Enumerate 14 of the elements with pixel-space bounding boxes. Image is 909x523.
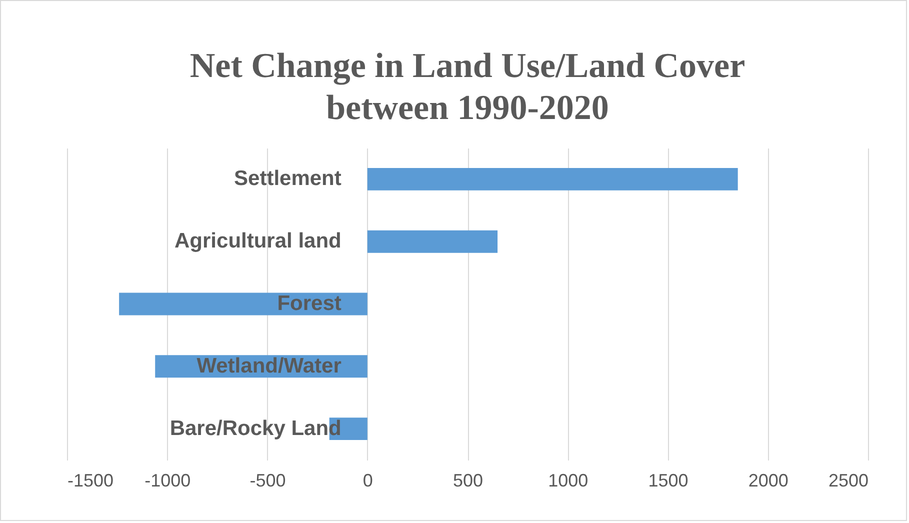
x-tick-label: -500 bbox=[250, 470, 286, 490]
x-tick-label: 2500 bbox=[828, 470, 868, 490]
y-tick-label: Wetland/Water bbox=[196, 354, 342, 378]
x-tick-label: 2000 bbox=[748, 470, 788, 490]
x-tick-label: 1000 bbox=[548, 470, 588, 490]
x-tick-label: 0 bbox=[362, 470, 373, 490]
x-tick-label: -1500 bbox=[68, 470, 114, 490]
y-tick-label: Settlement bbox=[234, 167, 342, 190]
y-tick-label: Forest bbox=[277, 292, 342, 315]
chart-title: Net Change in Land Use/Land Cover between 1990-2020 bbox=[190, 46, 746, 127]
x-tick-label: 1500 bbox=[648, 470, 688, 490]
x-tick-label: 500 bbox=[452, 470, 484, 490]
x-tick-label: -1000 bbox=[144, 470, 191, 490]
y-tick-label: Agricultural land bbox=[174, 230, 342, 253]
